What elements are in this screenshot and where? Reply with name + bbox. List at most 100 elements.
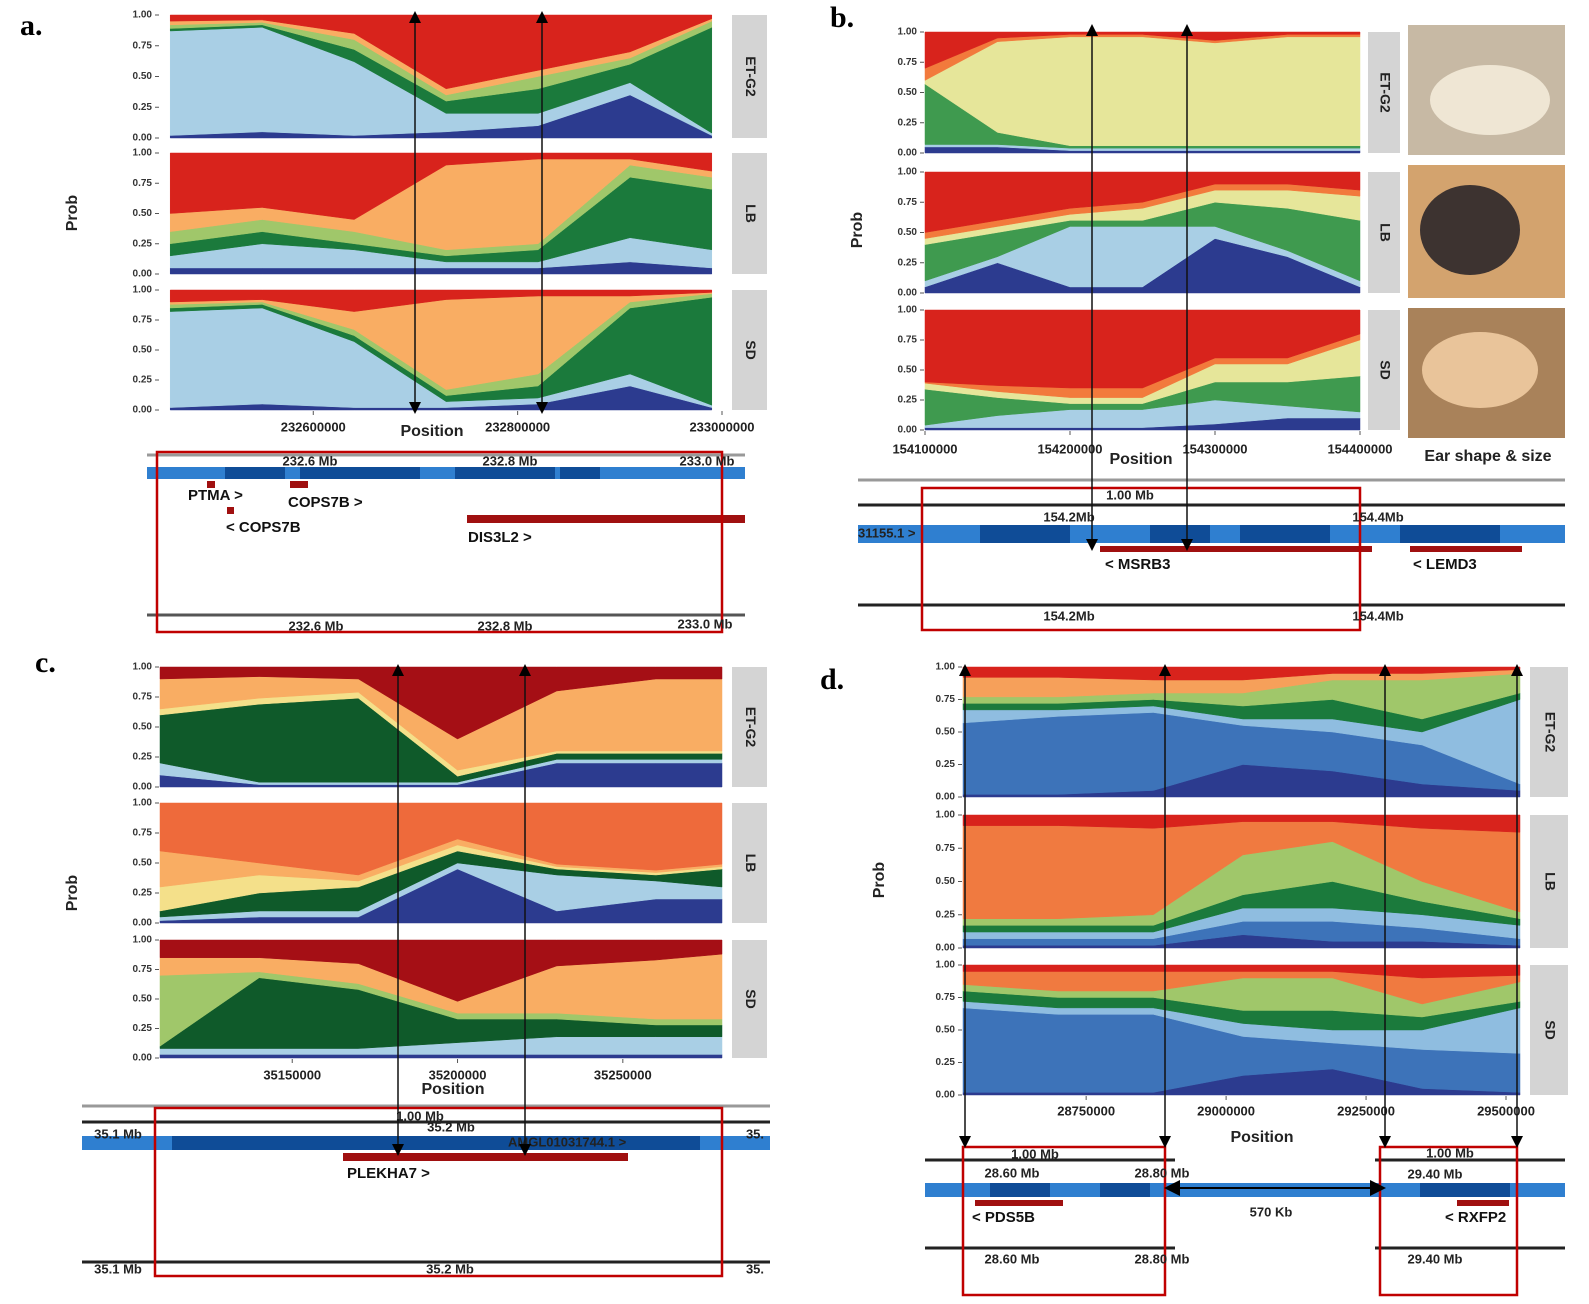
browser-label: 29.40 Mb bbox=[1408, 1166, 1463, 1181]
area-segment bbox=[159, 802, 723, 876]
y-tick-label: 0.00 bbox=[133, 269, 153, 280]
facet-strip bbox=[732, 15, 767, 138]
x-tick-label: 29000000 bbox=[1197, 1103, 1255, 1118]
browser-track-block bbox=[1240, 525, 1330, 543]
browser-track-block bbox=[990, 1183, 1050, 1197]
browser-label: 28.80 Mb bbox=[1135, 1251, 1190, 1266]
y-tick-label: 0.25 bbox=[133, 1023, 153, 1034]
facet-strip bbox=[732, 153, 767, 274]
panel: d. Prob Position 0.00 0.25 0.50 0.75 1.00 ET-G2 0… bbox=[820, 662, 1568, 1297]
browser-label: < MSRB3 bbox=[1105, 556, 1170, 573]
photo-subject bbox=[1422, 332, 1538, 408]
browser-track-block bbox=[1420, 1183, 1510, 1197]
browser-label: 35. bbox=[746, 1261, 764, 1276]
browser-label: 29.40 Mb bbox=[1408, 1251, 1463, 1266]
y-tick-label: 0.00 bbox=[133, 918, 153, 929]
y-tick-label: 0.50 bbox=[936, 1025, 956, 1036]
caption: Ear shape & size bbox=[1424, 448, 1551, 465]
y-tick-label: 1.00 bbox=[936, 810, 956, 821]
y-tick-label: 0.25 bbox=[898, 117, 918, 128]
y-tick-label: 0.50 bbox=[936, 876, 956, 887]
y-tick-label: 1.00 bbox=[133, 935, 153, 946]
y-tick-label: 0.75 bbox=[936, 694, 956, 705]
browser-label: 1.00 Mb bbox=[396, 1108, 444, 1123]
browser-label: 570 Kb bbox=[1250, 1204, 1293, 1219]
facet-label: LB bbox=[743, 204, 759, 223]
y-tick-label: 0.25 bbox=[936, 759, 956, 770]
area-segment bbox=[169, 14, 713, 90]
x-tick-label: 154200000 bbox=[1037, 441, 1102, 456]
facet-label: SD bbox=[1377, 360, 1393, 379]
y-tick-label: 0.75 bbox=[898, 57, 918, 68]
photo-subject bbox=[1430, 65, 1550, 135]
gene-bar bbox=[1100, 546, 1372, 552]
x-axis-label: Position bbox=[400, 423, 463, 440]
browser-label: DIS3L2 > bbox=[468, 529, 532, 546]
browser-label: < PDS5B bbox=[972, 1209, 1035, 1226]
facet-strip bbox=[1530, 667, 1568, 797]
browser-label: 232.8 Mb bbox=[478, 618, 533, 633]
browser-track-block bbox=[980, 525, 1070, 543]
y-axis-label: Prob bbox=[64, 195, 81, 232]
facet-strip bbox=[732, 290, 767, 410]
panel: b. Prob Position Ear shape & size 0.00 0.25 0.… bbox=[830, 1, 1565, 632]
area-segment bbox=[169, 152, 713, 220]
y-tick-label: 0.50 bbox=[133, 722, 153, 733]
y-tick-label: 0.00 bbox=[133, 1053, 153, 1064]
y-tick-label: 0.00 bbox=[898, 148, 918, 159]
y-tick-label: 1.00 bbox=[936, 662, 956, 673]
highlight-box bbox=[155, 450, 724, 634]
panel: a. Prob Position 0.00 0.25 0.50 0.75 1.00 ET-G2 0… bbox=[20, 9, 767, 634]
browser-label: 31155.1 > bbox=[858, 525, 916, 540]
area-segment bbox=[159, 1054, 723, 1059]
y-tick-label: 0.00 bbox=[898, 288, 918, 299]
browser-label: 232.6 Mb bbox=[283, 453, 338, 468]
area-segment bbox=[169, 289, 713, 312]
browser-track-block bbox=[560, 467, 600, 479]
browser-label: 35.2 Mb bbox=[427, 1119, 475, 1134]
y-tick-label: 0.00 bbox=[936, 1090, 956, 1101]
y-tick-label: 0.50 bbox=[133, 71, 153, 82]
y-tick-label: 1.00 bbox=[898, 305, 918, 316]
y-tick-label: 0.00 bbox=[936, 943, 956, 954]
y-tick-label: 1.00 bbox=[936, 960, 956, 971]
y-tick-label: 1.00 bbox=[898, 167, 918, 178]
browser-label: PTMA > bbox=[188, 487, 243, 504]
y-tick-label: 0.75 bbox=[133, 315, 153, 326]
panel-label: b. bbox=[830, 1, 854, 34]
y-tick-label: 0.25 bbox=[898, 395, 918, 406]
facet-label: ET-G2 bbox=[743, 707, 759, 748]
y-tick-label: 0.25 bbox=[133, 752, 153, 763]
y-tick-label: 0.50 bbox=[133, 345, 153, 356]
gene-bar bbox=[1457, 1200, 1509, 1206]
x-tick-label: 35250000 bbox=[594, 1067, 652, 1082]
gene-bar bbox=[975, 1200, 1063, 1206]
browser-label: 35. bbox=[746, 1126, 764, 1141]
y-tick-label: 1.00 bbox=[133, 285, 153, 296]
gene-bar bbox=[207, 481, 215, 488]
y-tick-label: 0.25 bbox=[133, 102, 153, 113]
browser-label: 35.1 Mb bbox=[94, 1261, 142, 1276]
gene-bar bbox=[1410, 546, 1522, 552]
browser-track-block bbox=[172, 1136, 700, 1150]
y-tick-label: 0.00 bbox=[936, 792, 956, 803]
y-axis-label: Prob bbox=[849, 212, 866, 249]
highlight-box bbox=[153, 1106, 724, 1278]
browser-track-block bbox=[225, 467, 285, 479]
browser-label: PLEKHA7 > bbox=[347, 1165, 430, 1182]
y-tick-label: 0.00 bbox=[133, 133, 153, 144]
y-tick-label: 0.75 bbox=[936, 843, 956, 854]
highlight-box bbox=[1378, 1145, 1519, 1297]
y-tick-label: 0.75 bbox=[898, 197, 918, 208]
facet-strip bbox=[732, 803, 767, 923]
highlight-box bbox=[961, 1145, 1167, 1297]
browser-label: COPS7B > bbox=[288, 494, 363, 511]
browser-label: 28.60 Mb bbox=[985, 1165, 1040, 1180]
y-tick-label: 0.25 bbox=[133, 375, 153, 386]
y-tick-label: 0.00 bbox=[133, 405, 153, 416]
x-tick-label: 154400000 bbox=[1327, 441, 1392, 456]
facet-label: LB bbox=[743, 854, 759, 873]
browser-label: 154.2Mb bbox=[1043, 509, 1094, 524]
facet-label: LB bbox=[1377, 223, 1393, 242]
y-tick-label: 0.50 bbox=[133, 208, 153, 219]
